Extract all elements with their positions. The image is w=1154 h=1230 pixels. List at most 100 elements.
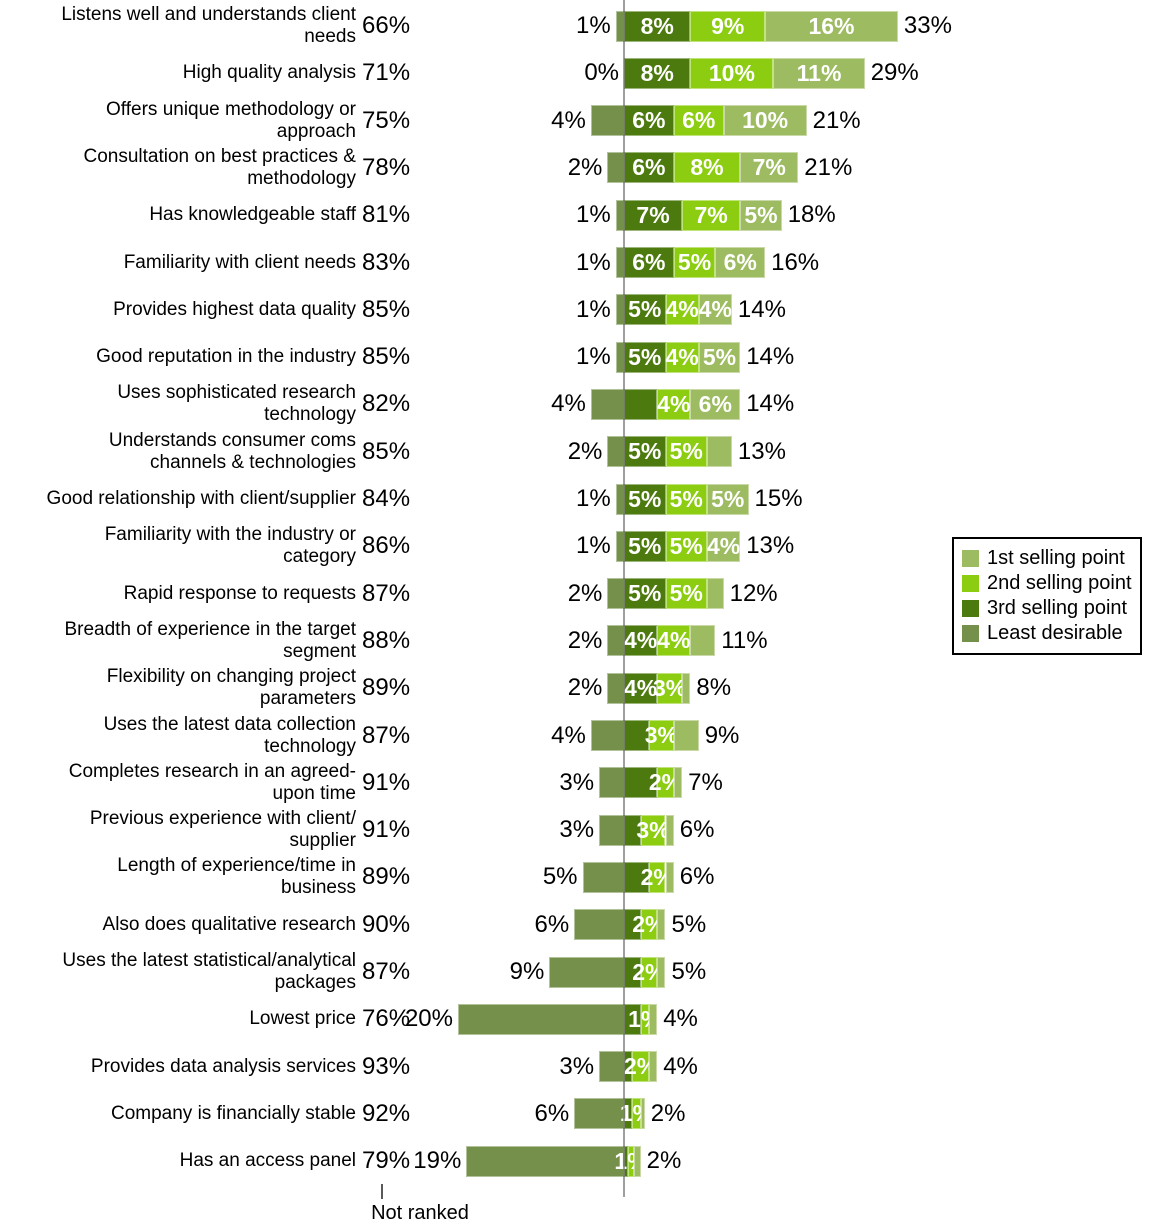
not-ranked-value: 92%: [362, 1099, 411, 1127]
row-total-value: 7%: [688, 768, 723, 796]
bar-segment-3rd-selling-point: 5%: [624, 578, 666, 610]
segment-value-label: 4%: [706, 532, 741, 559]
category-label: Provides highest data quality: [113, 298, 356, 320]
segment-value-label: 4%: [657, 390, 691, 417]
bar-segment-2nd-selling-point: 3%: [653, 672, 686, 704]
bar-segment-1st-selling-point: 4%: [699, 294, 732, 326]
segment-value-label: 5%: [628, 438, 662, 465]
segment-value-label: 5%: [628, 296, 662, 323]
segment-value-label: 6%: [698, 390, 732, 417]
bar-segment-1st-selling-point: [707, 578, 724, 610]
segment-value-label: 16%: [808, 12, 855, 39]
row-total-value: 15%: [754, 485, 803, 513]
row-total-value: 29%: [870, 59, 919, 87]
bar-segment-1st-selling-point: [673, 767, 683, 799]
bar-segment-least-desirable: [607, 436, 624, 468]
bar-segment-1st-selling-point: [648, 1003, 658, 1035]
category-label: Uses sophisticated research technology: [117, 382, 356, 426]
segment-value-label: 7%: [636, 201, 670, 228]
segment-value-label: 4%: [657, 627, 691, 654]
legend-swatch-icon: [962, 625, 979, 642]
least-desirable-value: 4%: [551, 106, 586, 134]
not-ranked-value: 91%: [362, 768, 411, 796]
segment-value-label: 10%: [708, 59, 755, 86]
row-total-value: 2%: [650, 1099, 686, 1127]
bar-segment-3rd-selling-point: 6%: [624, 247, 674, 279]
segment-value-label: 5%: [702, 343, 737, 370]
bar-segment-least-desirable: [599, 814, 624, 846]
legend: 1st selling point 2nd selling point 3rd se…: [952, 537, 1142, 655]
bar-segment-1st-selling-point: [673, 720, 699, 752]
bar-segment-2nd-selling-point: 2%: [641, 861, 674, 893]
bar-segment-least-desirable: [590, 388, 624, 420]
bar-segment-least-desirable: [574, 1098, 624, 1130]
bar-segment-3rd-selling-point: 8%: [624, 57, 691, 89]
bar-segment-2nd-selling-point: 2%: [632, 909, 666, 941]
bar-segment-1st-selling-point: [657, 909, 666, 941]
bar-segment-least-desirable: [607, 625, 624, 657]
legend-item-3rd-selling-point: 3rd selling point: [962, 596, 1132, 621]
category-label: Length of experience/time in business: [117, 855, 356, 899]
bar-segment-3rd-selling-point: 5%: [624, 341, 666, 373]
bar-segment-1st-selling-point: 5%: [698, 341, 741, 373]
category-label: Listens well and understands client need…: [61, 4, 356, 48]
bar-segment-1st-selling-point: [648, 1051, 658, 1083]
bar-segment-3rd-selling-point: 5%: [624, 294, 666, 326]
row-total-value: 14%: [746, 390, 795, 418]
segment-value-label: 7%: [694, 201, 728, 228]
category-label: Consultation on best practices & methodo…: [83, 145, 357, 189]
segment-value-label: 5%: [669, 438, 703, 465]
bar-segment-1st-selling-point: [665, 861, 674, 893]
category-label: Understands consumer coms channels & tec…: [108, 429, 356, 473]
bar-segment-3rd-selling-point: 5%: [624, 530, 666, 562]
row-total-value: 33%: [903, 12, 952, 40]
row-total-value: 4%: [663, 1005, 698, 1033]
legend-item-2nd-selling-point: 2nd selling point: [962, 571, 1132, 596]
bar-segment-1st-selling-point: [707, 436, 732, 468]
not-ranked-value: 76%: [362, 1005, 411, 1033]
not-ranked-value: 85%: [362, 295, 411, 323]
least-desirable-value: 19%: [413, 1147, 462, 1175]
not-ranked-value: 66%: [362, 12, 411, 40]
row-total-value: 5%: [671, 910, 707, 938]
least-desirable-value: 1%: [576, 532, 611, 560]
bar-segment-1st-selling-point: 10%: [723, 105, 807, 137]
not-ranked-value: 83%: [362, 248, 411, 276]
least-desirable-value: 1%: [576, 295, 611, 323]
not-ranked-value: 75%: [362, 106, 411, 134]
segment-value-label: 5%: [628, 343, 662, 370]
row-total-value: 6%: [679, 863, 715, 891]
legend-swatch-icon: [962, 550, 979, 567]
not-ranked-value: 90%: [362, 910, 411, 938]
least-desirable-value: 4%: [551, 390, 586, 418]
category-label: High quality analysis: [182, 62, 356, 84]
bar-segment-2nd-selling-point: 5%: [665, 436, 707, 468]
segment-value-label: 5%: [669, 532, 703, 559]
bar-segment-least-desirable: [607, 578, 624, 610]
row-total-value: 18%: [787, 201, 836, 229]
segment-value-label: 5%: [628, 532, 662, 559]
category-label: Good relationship with client/supplier: [46, 488, 356, 510]
segment-value-label: 10%: [742, 107, 789, 134]
bar-segment-1st-selling-point: 16%: [765, 10, 898, 42]
row-total-value: 21%: [812, 106, 861, 134]
segment-value-label: 3%: [636, 816, 670, 843]
least-desirable-value: 1%: [576, 343, 611, 371]
bar-segment-2nd-selling-point: 10%: [690, 57, 774, 89]
least-desirable-value: 2%: [567, 437, 603, 465]
not-ranked-value: 79%: [362, 1147, 411, 1175]
bar-segment-least-desirable: [582, 861, 624, 893]
legend-item-1st-selling-point: 1st selling point: [962, 546, 1132, 571]
least-desirable-value: 3%: [559, 816, 595, 844]
not-ranked-value: 89%: [362, 863, 411, 891]
least-desirable-value: 20%: [404, 1005, 453, 1033]
not-ranked-value: 87%: [362, 958, 411, 986]
category-label: Familiarity with the industry or categor…: [104, 524, 356, 568]
category-label: Previous experience with client/ supplie…: [89, 808, 356, 852]
category-label: Company is financially stable: [110, 1102, 356, 1124]
segment-value-label: 6%: [723, 249, 757, 276]
segment-value-label: 7%: [752, 154, 786, 181]
category-label: Also does qualitative research: [102, 913, 356, 935]
bar-segment-least-desirable: [549, 956, 624, 988]
